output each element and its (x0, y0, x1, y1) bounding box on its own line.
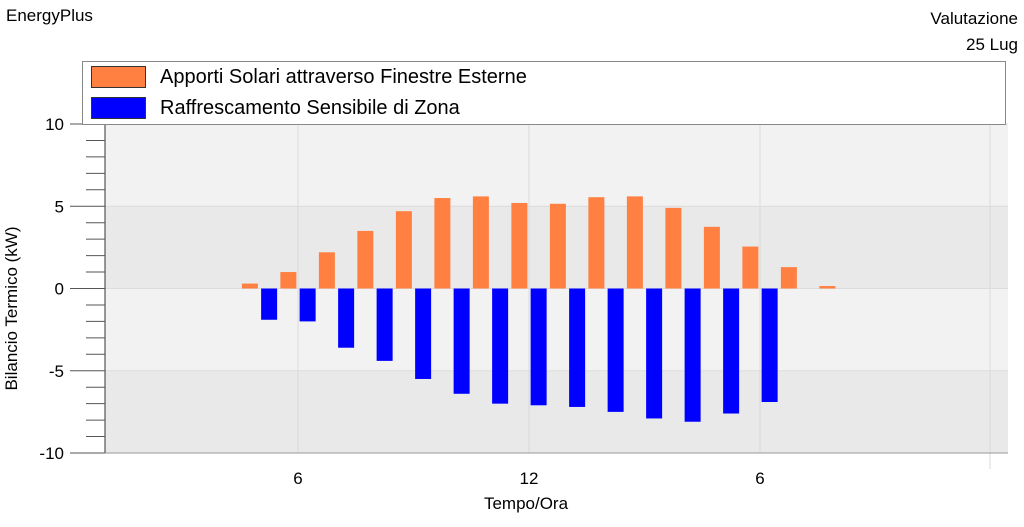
y-tick-label: 10 (45, 115, 64, 134)
bar-sensible-cooling (723, 288, 740, 414)
bar-solar-gain (395, 211, 412, 289)
legend-item-solar: Apporti Solari attraverso Finestre Ester… (91, 65, 527, 89)
bar-solar-gain (472, 196, 489, 289)
y-axis-title: Bilancio Termico (kW) (2, 226, 21, 390)
plot-band (105, 288, 1008, 371)
bar-sensible-cooling (453, 288, 470, 394)
app-title: EnergyPlus (6, 6, 93, 25)
bar-sensible-cooling (530, 288, 547, 406)
bar-solar-gain (703, 226, 720, 289)
axis-labels: 10 5 0 -5 -10 6 12 6 Tempo/Ora Bilancio Termico (… (2, 115, 765, 513)
legend-item-cooling: Raffrescamento Sensibile di Zona (91, 96, 460, 120)
legend-label-cooling: Raffrescamento Sensibile di Zona (160, 96, 460, 119)
bar-sensible-cooling (646, 288, 663, 419)
plot-band (105, 124, 1008, 207)
bar-solar-gain (549, 203, 566, 289)
legend: Apporti Solari attraverso Finestre Ester… (82, 61, 1006, 125)
bar-solar-gain (819, 286, 836, 289)
bar-sensible-cooling (415, 288, 432, 379)
bar-sensible-cooling (338, 288, 355, 348)
plot-band (105, 370, 1008, 453)
bar-solar-gain (511, 202, 528, 289)
legend-label-solar: Apporti Solari attraverso Finestre Ester… (160, 65, 527, 88)
x-tick-label: 12 (520, 469, 539, 488)
bar-sensible-cooling (376, 288, 393, 361)
bar-solar-gain (280, 272, 297, 289)
y-tick-label: -10 (39, 444, 64, 463)
plot-background (105, 124, 1008, 453)
bar-solar-gain (241, 283, 258, 289)
x-tick-label: 6 (755, 469, 764, 488)
bar-solar-gain (665, 207, 682, 289)
y-tick-label: 5 (55, 197, 64, 216)
bar-solar-gain (742, 246, 759, 289)
bar-solar-gain (588, 197, 605, 289)
bar-solar-gain (434, 198, 451, 289)
bar-sensible-cooling (684, 288, 701, 422)
bar-sensible-cooling (569, 288, 586, 407)
bar-sensible-cooling (492, 288, 509, 404)
bars (241, 196, 836, 422)
y-tick-label: 0 (55, 280, 64, 299)
bar-solar-gain (318, 252, 335, 289)
bar-solar-gain (626, 196, 643, 289)
x-axis-title: Tempo/Ora (484, 494, 569, 513)
date-label: 25 Lug (966, 35, 1018, 54)
report-type-label: Valutazione (930, 9, 1018, 28)
x-tick-label: 6 (293, 469, 302, 488)
bar-solar-gain (780, 267, 797, 289)
legend-swatch-solar (91, 66, 146, 88)
bar-solar-gain (357, 230, 374, 289)
bar-sensible-cooling (761, 288, 778, 403)
y-tick-label: -5 (49, 362, 64, 381)
bar-sensible-cooling (261, 288, 278, 320)
chart-header-right: Valutazione 25 Lug (930, 6, 1018, 58)
legend-swatch-cooling (91, 97, 146, 119)
bar-sensible-cooling (299, 288, 316, 322)
bar-sensible-cooling (607, 288, 624, 412)
